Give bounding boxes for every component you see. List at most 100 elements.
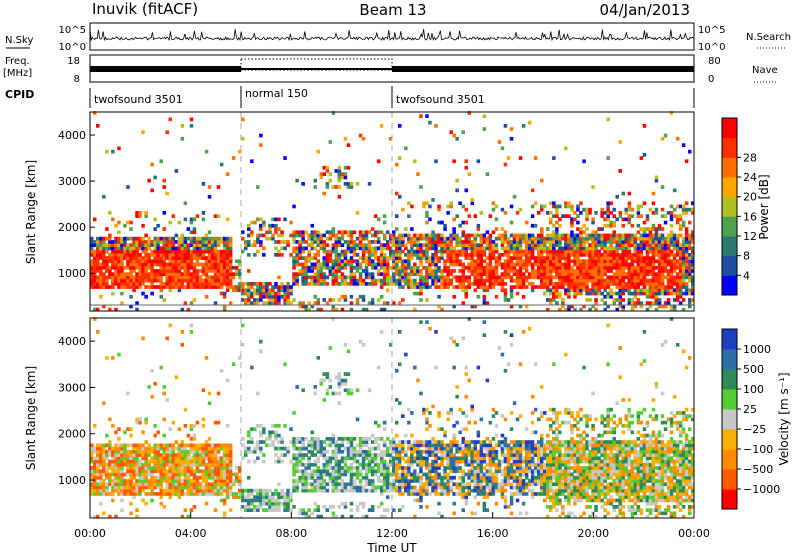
velocity-cell [120, 459, 124, 464]
power-cell [407, 278, 411, 283]
power-cell [117, 275, 121, 280]
velocity-cell [165, 449, 169, 454]
power-cell [407, 262, 411, 267]
colorbar-swatch [722, 216, 737, 237]
power-cell [533, 156, 538, 160]
power-cell [138, 265, 142, 270]
power-cell [410, 240, 414, 244]
power-cell [219, 162, 224, 167]
velocity-cell [235, 495, 239, 499]
power-cell [455, 214, 459, 218]
velocity-cell [189, 446, 194, 451]
power-cell [96, 265, 100, 270]
velocity-cell [180, 469, 185, 474]
power-cell [549, 249, 553, 254]
power-cell [99, 243, 103, 247]
power-cell [503, 236, 508, 241]
power-cell [404, 275, 408, 280]
power-cell [597, 262, 601, 267]
velocity-cell [367, 459, 372, 464]
power-cell [431, 272, 435, 276]
power-cell [316, 149, 320, 154]
colorbar-tick-label: 8 [743, 250, 750, 263]
power-cell [117, 253, 121, 257]
velocity-cell [265, 508, 269, 512]
power-cell [398, 236, 402, 241]
velocity-cell [174, 466, 179, 470]
date-title: 04/Jan/2013 [600, 1, 691, 19]
power-cell [207, 278, 212, 283]
power-cell [458, 243, 462, 247]
power-cell [479, 236, 484, 241]
power-cell [352, 265, 357, 270]
power-cell [114, 262, 118, 267]
velocity-cell [117, 488, 121, 493]
velocity-cell [259, 424, 263, 428]
power-cell [404, 282, 408, 286]
velocity-cell [171, 488, 175, 493]
power-cell [256, 282, 260, 286]
power-cell [627, 301, 632, 305]
power-cell [144, 249, 148, 254]
power-cell [407, 282, 411, 286]
velocity-cell [135, 488, 139, 493]
velocity-cell [225, 469, 230, 474]
power-cell [105, 259, 109, 264]
power-cell [618, 214, 622, 218]
power-cell [576, 265, 580, 270]
power-cell [337, 282, 342, 286]
power-cell [186, 269, 191, 273]
power-cell [636, 265, 641, 270]
power-cell [642, 153, 647, 157]
power-cell [398, 249, 402, 254]
power-cell [331, 278, 336, 283]
velocity-cell [213, 479, 218, 483]
power-cell [527, 240, 532, 244]
power-cell [618, 291, 622, 296]
power-cell [235, 269, 239, 273]
velocity-cell [201, 472, 206, 477]
power-cell [627, 278, 632, 283]
power-cell [681, 307, 686, 312]
power-cell [434, 285, 438, 289]
power-cell [331, 269, 336, 273]
power-cell [120, 253, 124, 257]
power-cell [506, 269, 511, 273]
power-cell [382, 236, 387, 241]
power-cell [648, 278, 653, 283]
power-cell [349, 262, 354, 267]
power-cell [485, 275, 490, 280]
power-cell [461, 204, 465, 209]
power-cell [633, 282, 638, 286]
power-cell [576, 282, 580, 286]
power-cell [543, 262, 547, 267]
power-cell [482, 114, 487, 118]
power-cell [684, 259, 689, 264]
power-cell [500, 275, 505, 280]
power-cell [274, 246, 278, 251]
power-cell [449, 262, 453, 267]
power-cell [612, 249, 616, 254]
power-cell [657, 278, 662, 283]
velocity-cell [277, 456, 281, 461]
power-cell [286, 294, 290, 299]
power-cell [651, 265, 656, 270]
velocity-cell [90, 485, 94, 490]
power-cell [491, 240, 496, 244]
power-cell [349, 269, 354, 273]
velocity-cell [123, 449, 127, 454]
power-cell [256, 249, 260, 254]
velocity-cell [114, 456, 118, 461]
velocity-cell [186, 488, 191, 493]
power-cell [491, 256, 496, 260]
velocity-cell [132, 446, 136, 451]
power-cell [268, 223, 272, 228]
power-cell [286, 298, 290, 302]
power-cell [105, 285, 109, 289]
power-cell [147, 285, 151, 289]
velocity-cell [183, 449, 188, 454]
power-cell [192, 275, 197, 280]
velocity-cell [322, 505, 326, 509]
power-cell [250, 220, 254, 225]
velocity-cell [162, 459, 166, 464]
